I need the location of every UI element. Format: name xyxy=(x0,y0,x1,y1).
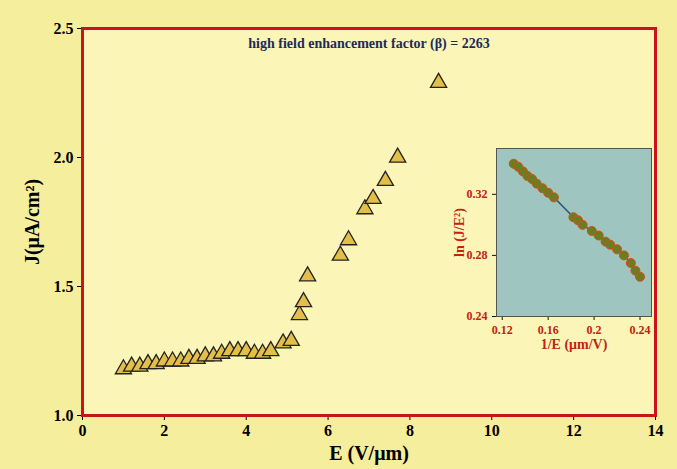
svg-text:14: 14 xyxy=(648,422,664,439)
svg-text:0.12: 0.12 xyxy=(492,323,513,337)
svg-text:12: 12 xyxy=(566,422,582,439)
svg-text:0.24: 0.24 xyxy=(467,309,488,323)
svg-text:8: 8 xyxy=(406,422,414,439)
svg-text:E (V/μm): E (V/μm) xyxy=(329,442,409,465)
svg-text:high field enhancement factor: high field enhancement factor (β) = 2263 xyxy=(248,36,489,52)
svg-text:10: 10 xyxy=(484,422,500,439)
svg-text:J(μA/cm²): J(μA/cm²) xyxy=(21,179,44,265)
svg-text:0.32: 0.32 xyxy=(467,187,488,201)
svg-text:2.5: 2.5 xyxy=(54,20,74,37)
svg-text:0.16: 0.16 xyxy=(538,323,559,337)
svg-text:6: 6 xyxy=(324,422,332,439)
svg-text:0.2: 0.2 xyxy=(587,323,602,337)
svg-text:4: 4 xyxy=(242,422,250,439)
svg-text:0.24: 0.24 xyxy=(630,323,651,337)
svg-text:0: 0 xyxy=(79,422,87,439)
svg-text:0.28: 0.28 xyxy=(467,248,488,262)
svg-text:1/E (μm/V): 1/E (μm/V) xyxy=(541,337,608,353)
svg-text:1.0: 1.0 xyxy=(54,407,74,424)
svg-text:2: 2 xyxy=(160,422,168,439)
svg-text:1.5: 1.5 xyxy=(54,278,74,295)
svg-text:ln (J/E²): ln (J/E²) xyxy=(452,208,468,257)
svg-text:2.0: 2.0 xyxy=(54,149,74,166)
